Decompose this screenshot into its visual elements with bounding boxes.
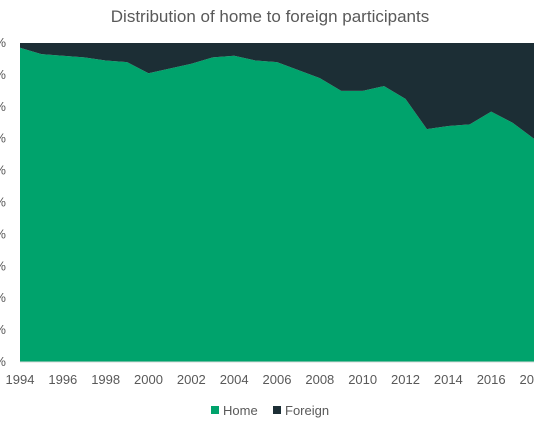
x-axis: 1994 1996 1998 2000 2002 2004 2006 2008 2010 2012… — [6, 361, 534, 387]
chart-title: Distribution of home to foreign particip… — [111, 7, 429, 26]
y-tick-label: 40% — [0, 226, 6, 241]
series-foreign-area — [20, 43, 534, 139]
x-tick-label: 2004 — [220, 372, 249, 387]
legend-label-home: Home — [223, 403, 258, 418]
y-tick-label: 60% — [0, 163, 6, 178]
legend-swatch-home — [211, 406, 219, 414]
y-tick-label: 80% — [0, 99, 6, 114]
x-tick-label: 2006 — [263, 372, 292, 387]
x-tick-label: 2008 — [305, 372, 334, 387]
x-tick-label: 2012 — [391, 372, 420, 387]
x-tick-label: 1996 — [48, 372, 77, 387]
y-tick-label: 0% — [0, 354, 6, 369]
y-tick-label: 10% — [0, 322, 6, 337]
x-tick-label: 2018 — [520, 372, 534, 387]
y-tick-label: 50% — [0, 195, 6, 210]
y-tick-label: 100% — [0, 35, 6, 50]
y-tick-label: 70% — [0, 131, 6, 146]
y-tick-label: 30% — [0, 258, 6, 273]
x-tick-label: 2000 — [134, 372, 163, 387]
x-tick-label: 2016 — [477, 372, 506, 387]
legend-swatch-foreign — [273, 406, 281, 414]
x-tick-label: 2010 — [348, 372, 377, 387]
y-tick-label: 20% — [0, 290, 6, 305]
x-tick-label: 1994 — [6, 372, 35, 387]
x-tick-label: 1998 — [91, 372, 120, 387]
x-tick-label: 2002 — [177, 372, 206, 387]
plot-area — [20, 43, 534, 362]
series-home-area — [20, 47, 534, 362]
legend: Home Foreign — [211, 403, 329, 418]
y-tick-label: 90% — [0, 67, 6, 82]
y-axis: 0% 10% 20% 30% 40% 50% 60% 70% 80% 90% 100% — [0, 35, 6, 369]
x-tick-label: 2014 — [434, 372, 463, 387]
legend-label-foreign: Foreign — [285, 403, 329, 418]
